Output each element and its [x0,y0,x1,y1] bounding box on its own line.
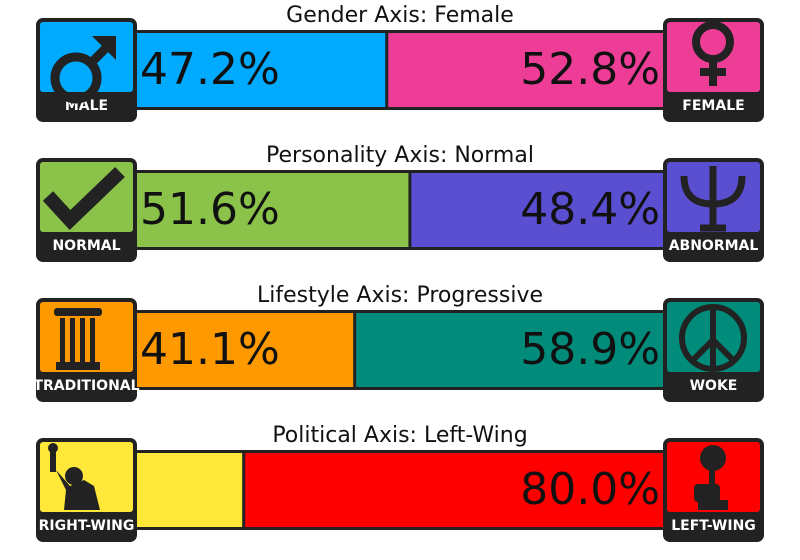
left-bar [137,313,354,387]
left-percent: 47.2% [140,44,280,95]
right-percent: 52.8% [520,44,660,95]
right-percent: 48.4% [520,184,660,235]
axis-title: Political Axis: Left-Wing [272,423,527,448]
axis-title: Lifestyle Axis: Progressive [257,283,543,308]
left-percent: 51.6% [140,184,280,235]
left-bar [137,453,243,527]
left-bar [137,173,409,247]
left-badge-label: TRADITIONAL [33,378,139,394]
psi-icon [680,166,746,232]
left-bar [137,33,386,107]
column-icon [54,308,102,370]
right-badge-label: WOKE [690,378,738,394]
left-badge-label: RIGHT-WING [39,518,135,534]
icons [42,21,747,510]
peace-icon [679,304,747,372]
left-badge-color [40,442,133,512]
right-badge-label: FEMALE [682,98,744,114]
right-percent: 80.0% [520,464,660,515]
female-icon [692,21,734,86]
right-badge-label: LEFT-WING [671,518,756,534]
right-bar [388,33,663,107]
left-percent: 41.1% [140,324,280,375]
male-arrow [92,36,116,60]
right-bar [356,313,663,387]
axis-title: Personality Axis: Normal [266,143,534,168]
rose-icon [694,445,728,510]
right-bar [245,453,663,527]
left-badge-label: NORMAL [52,238,120,254]
right-percent: 58.9% [520,324,660,375]
right-badge-label: ABNORMAL [669,238,759,254]
axis-title: Gender Axis: Female [286,3,514,28]
check-icon [42,166,125,231]
statue-icon [48,443,100,510]
right-bar [411,173,663,247]
